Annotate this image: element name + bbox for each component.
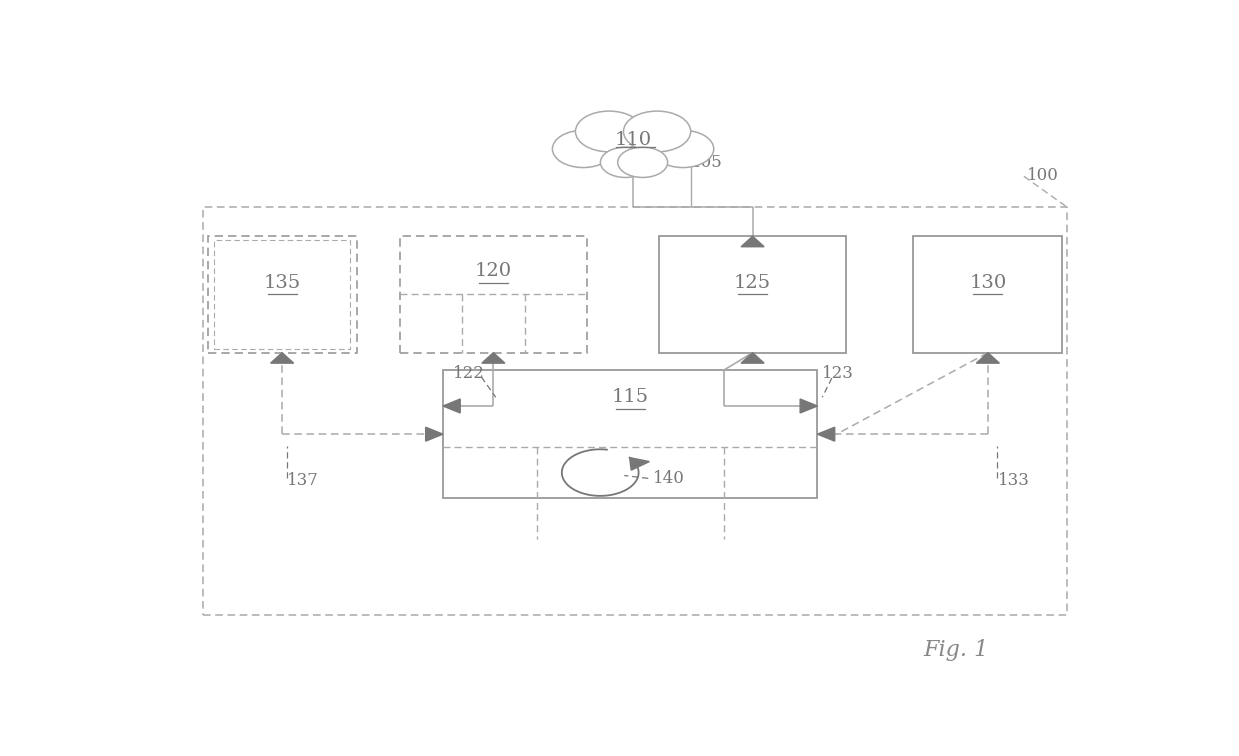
Text: 110: 110 xyxy=(615,132,652,149)
Circle shape xyxy=(575,111,643,152)
Text: 135: 135 xyxy=(264,274,301,292)
Text: 140: 140 xyxy=(653,470,685,487)
Polygon shape xyxy=(426,427,444,442)
Text: 100: 100 xyxy=(1027,166,1058,184)
Text: 125: 125 xyxy=(733,274,771,292)
Polygon shape xyxy=(444,399,460,413)
Bar xyxy=(444,370,818,498)
Circle shape xyxy=(618,147,668,178)
Bar xyxy=(659,236,846,352)
Polygon shape xyxy=(976,352,1000,363)
Polygon shape xyxy=(741,236,764,246)
Circle shape xyxy=(623,111,690,152)
Circle shape xyxy=(652,130,714,168)
Bar xyxy=(214,240,349,349)
Text: 115: 115 xyxy=(612,388,649,406)
Polygon shape xyxy=(818,427,835,442)
Bar xyxy=(913,236,1062,352)
Bar xyxy=(203,207,1067,615)
Bar xyxy=(400,236,587,352)
Polygon shape xyxy=(482,352,504,363)
Polygon shape xyxy=(270,352,294,363)
Circle shape xyxy=(592,122,674,170)
Text: 137: 137 xyxy=(287,472,318,489)
Bar xyxy=(208,236,357,352)
Text: 123: 123 xyxy=(823,365,854,383)
Text: 120: 120 xyxy=(475,262,512,280)
Circle shape xyxy=(601,147,650,178)
Text: Fig. 1: Fig. 1 xyxy=(923,639,989,661)
Circle shape xyxy=(553,130,613,168)
Text: 122: 122 xyxy=(452,365,484,383)
Text: 130: 130 xyxy=(969,274,1006,292)
Text: 105: 105 xyxy=(690,153,722,171)
Polygon shape xyxy=(629,457,649,470)
Text: 133: 133 xyxy=(997,472,1030,489)
Polygon shape xyxy=(741,352,764,363)
Polygon shape xyxy=(800,399,818,413)
